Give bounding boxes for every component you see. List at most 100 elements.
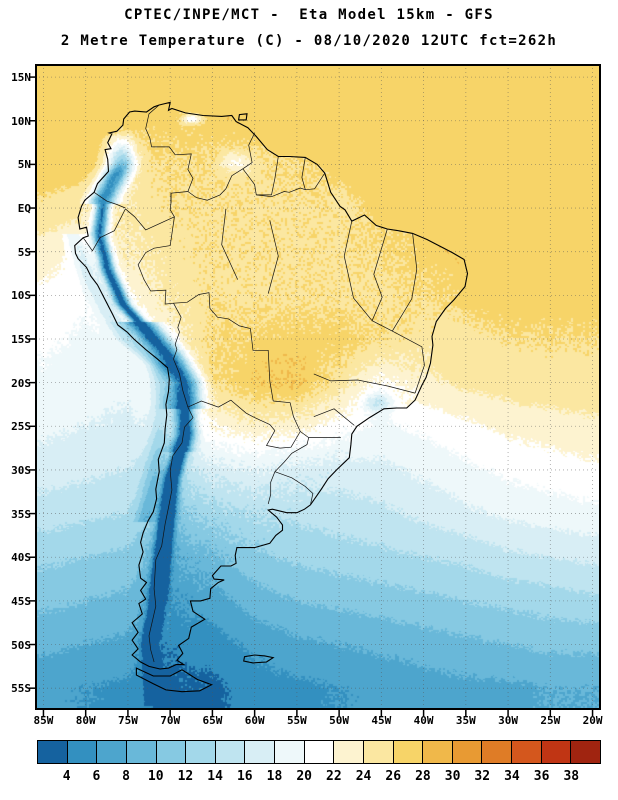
lat-tick-label: 15S [11, 332, 31, 346]
colorbar-tick-label: 4 [62, 769, 71, 784]
colorbar-tick-label: 20 [296, 769, 312, 784]
border-line [187, 168, 257, 201]
lon-tick-label: 60W [244, 714, 265, 727]
lon-tick-label: 65W [202, 714, 223, 727]
colorbar-segment [393, 741, 424, 763]
title-line-2: 2 Metre Temperature (C) - 08/10/2020 12U… [60, 33, 558, 49]
colorbar-segment [334, 741, 364, 763]
lon-tick-label: 35W [455, 714, 476, 727]
border-line [267, 431, 310, 505]
colorbar-segment [482, 741, 512, 763]
border-line [145, 104, 194, 203]
border-line [242, 132, 255, 170]
colorbar-segment [38, 741, 68, 763]
lon-tick-label: 25W [540, 714, 561, 727]
map-overlay-svg [29, 64, 601, 716]
colorbar-tick-label: 18 [266, 769, 283, 784]
lat-tick-label: 30S [11, 463, 31, 477]
border-line [343, 221, 373, 321]
lon-tick-label: 20W [582, 714, 603, 727]
border-line [173, 303, 182, 360]
border-line [313, 373, 416, 394]
border-line [221, 208, 239, 280]
coastline [135, 667, 213, 693]
lat-tick-label: 15N [11, 71, 31, 85]
border-line [273, 400, 301, 432]
lat-tick-label: 5N [17, 158, 31, 172]
coastline [237, 113, 248, 121]
colorbar-tick-label: 30 [444, 769, 461, 784]
colorbar-tick-label: 36 [533, 769, 550, 784]
title-line-1: CPTEC/INPE/MCT - Eta Model 15km - GFS [124, 7, 494, 23]
border-line [173, 292, 274, 402]
colorbar-tick-label: 16 [236, 769, 253, 784]
colorbar-tick-label: 14 [207, 769, 223, 784]
lon-tick-label: 50W [329, 714, 350, 727]
lon-tick-label: 70W [160, 714, 181, 727]
colorbar-tick-label: 6 [92, 769, 101, 784]
colorbar-tick-label: 12 [177, 769, 194, 784]
border-line [371, 320, 425, 394]
border-line [392, 233, 418, 332]
lat-tick-label: 45S [11, 594, 31, 608]
lat-tick-label: 40S [11, 551, 31, 565]
colorbar-tick-label: 28 [415, 769, 431, 784]
border-line [187, 399, 232, 408]
colorbar-segment [541, 741, 572, 763]
temperature-field-canvas [35, 64, 601, 710]
colorbar-segment [452, 741, 483, 763]
colorbar-segment [275, 741, 305, 763]
colorbar-segment [571, 741, 600, 763]
colorbar-tick-label: 22 [326, 769, 342, 784]
colorbar-tick-label: 8 [122, 769, 130, 784]
lat-tick-label: 5S [17, 245, 31, 259]
lat-tick-label: EQ [17, 202, 31, 216]
lon-tick-label: 75W [117, 714, 138, 727]
lat-tick-label: 25S [11, 420, 31, 434]
lat-tick-label: 10S [11, 289, 31, 303]
border-line [256, 156, 279, 196]
colorbar-tick-label: 24 [355, 769, 372, 784]
colorbar-tick-label: 32 [474, 769, 491, 784]
colorbar-segment [215, 741, 246, 763]
border-line [125, 193, 175, 231]
colorbar-segment [97, 741, 127, 763]
colorbar-segment [156, 741, 187, 763]
border-line [230, 399, 276, 431]
colorbar-segment [423, 741, 453, 763]
lon-tick-label: 40W [413, 714, 434, 727]
colorbar-tick-label: 38 [563, 769, 580, 784]
colorbar-segment [512, 741, 542, 763]
colorbar-segment [304, 741, 335, 763]
lat-tick-label: 55S [11, 682, 31, 696]
lon-tick-label: 30W [498, 714, 518, 727]
coastline [74, 101, 469, 670]
border-line [137, 216, 175, 305]
lon-tick-label: 45W [371, 714, 392, 727]
colorbar-segment [67, 741, 98, 763]
lon-tick-label: 80W [75, 714, 96, 727]
colorbar-segment [245, 741, 275, 763]
border-line [371, 228, 388, 321]
border-line [267, 220, 279, 294]
border-line [93, 192, 126, 209]
border-line [313, 408, 355, 426]
colorbar-segment [126, 741, 157, 763]
border-line [274, 471, 314, 505]
lat-tick-label: 20S [11, 376, 31, 390]
colorbar-segment [186, 741, 216, 763]
lon-tick-label: 55W [286, 714, 307, 727]
lat-tick-label: 50S [11, 638, 31, 652]
colorbar-tick-label: 10 [147, 769, 164, 784]
colorbar [37, 740, 601, 764]
coastline [243, 654, 275, 664]
colorbar-tick-label: 34 [504, 769, 520, 784]
border-line [173, 358, 189, 408]
border-line [256, 172, 326, 198]
colorbar-segment [363, 741, 394, 763]
lat-tick-label: 35S [11, 507, 31, 521]
lat-tick-label: 10N [11, 114, 31, 128]
map-frame [35, 64, 601, 710]
border-line [301, 157, 306, 190]
